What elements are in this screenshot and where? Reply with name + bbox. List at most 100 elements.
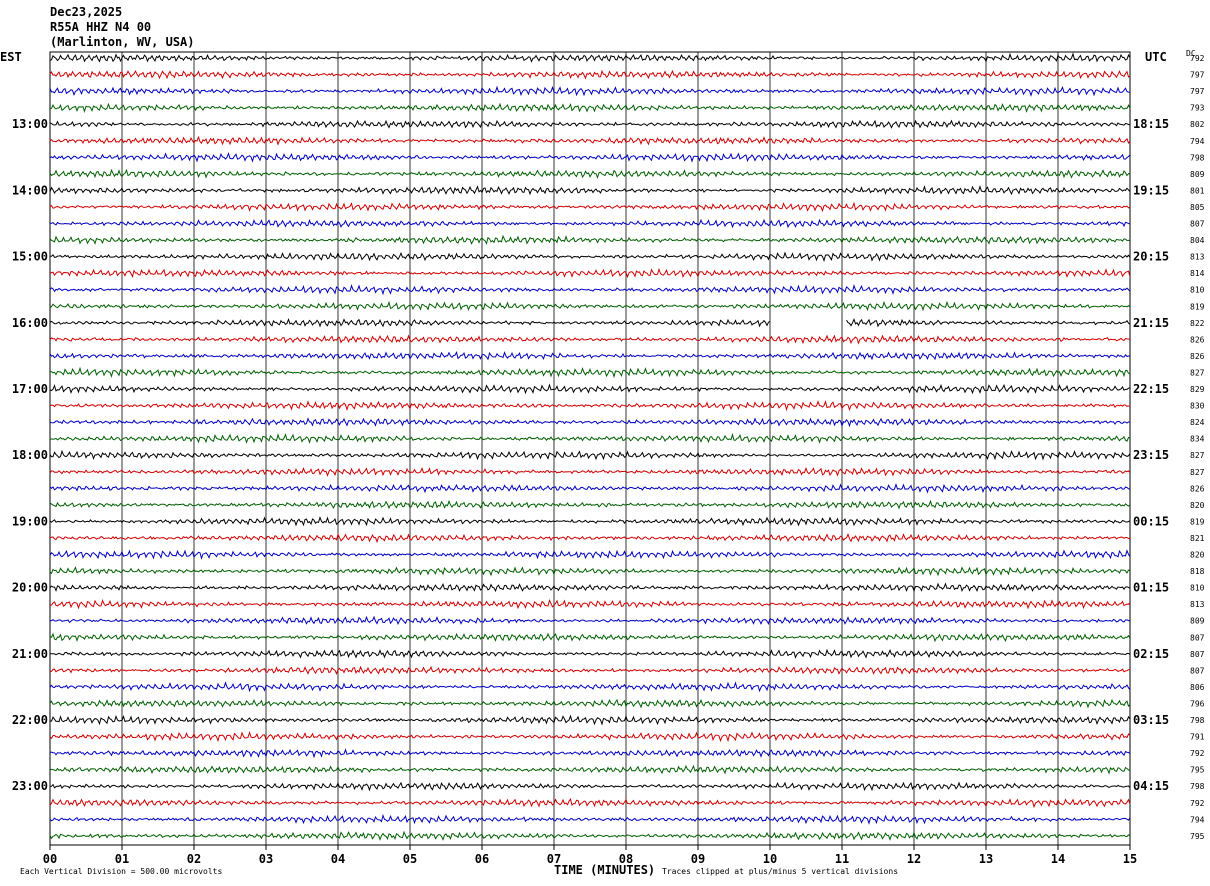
left-hour-label: 17:00 — [12, 382, 48, 396]
right-hour-label: 18:15 — [1133, 117, 1169, 131]
trace-10 — [49, 218, 1131, 229]
dc-value: 794 — [1190, 137, 1205, 146]
dc-value: 807 — [1190, 666, 1205, 675]
trace-19 — [49, 366, 1131, 379]
x-tick-label: 05 — [403, 852, 417, 866]
dc-value: 819 — [1190, 302, 1205, 311]
trace-42 — [49, 748, 1131, 759]
dc-value: 792 — [1190, 749, 1205, 758]
dc-value: 795 — [1190, 766, 1205, 775]
left-hour-label: 19:00 — [12, 514, 48, 528]
x-tick-label: 00 — [43, 852, 57, 866]
right-hour-label: 04:15 — [1133, 779, 1169, 793]
trace-31 — [49, 566, 1131, 577]
dc-value: 792 — [1190, 54, 1205, 63]
trace-26 — [49, 483, 1131, 494]
dc-value: 804 — [1190, 236, 1205, 245]
left-hour-label: 16:00 — [12, 316, 48, 330]
dc-value: 822 — [1190, 319, 1205, 328]
right-timezone-label: UTC — [1145, 50, 1167, 64]
left-hour-label: 20:00 — [12, 581, 48, 595]
trace-35 — [49, 632, 1131, 643]
dc-value: 820 — [1190, 501, 1205, 510]
dc-value: 796 — [1190, 699, 1205, 708]
dc-value: 814 — [1190, 269, 1205, 278]
dc-value: 809 — [1190, 617, 1205, 626]
header-station: R55A HHZ N4 00 — [50, 20, 152, 34]
dc-value: 827 — [1190, 368, 1205, 377]
trace-23 — [49, 432, 1131, 444]
trace-40 — [49, 714, 1131, 726]
x-tick-label: 04 — [331, 852, 345, 866]
dc-value: 810 — [1190, 584, 1205, 593]
x-tick-label: 15 — [1123, 852, 1137, 866]
trace-24 — [49, 449, 1131, 461]
header-date: Dec23,2025 — [50, 5, 123, 19]
trace-20 — [49, 383, 1131, 395]
x-tick-label: 08 — [619, 852, 633, 866]
trace-8 — [49, 185, 1131, 196]
dc-value: 807 — [1190, 633, 1205, 642]
right-hour-label: 01:15 — [1133, 581, 1169, 595]
dc-value: 829 — [1190, 385, 1205, 394]
trace-9 — [49, 201, 1131, 213]
dc-value: 798 — [1190, 716, 1205, 725]
trace-29 — [49, 532, 1131, 544]
trace-27 — [49, 499, 1131, 510]
right-hour-label: 20:15 — [1133, 250, 1169, 264]
dc-value: 827 — [1190, 451, 1205, 460]
right-hour-label: 03:15 — [1133, 713, 1169, 727]
dc-value: 797 — [1190, 87, 1205, 96]
trace-16 — [49, 318, 771, 328]
dc-value: 818 — [1190, 567, 1205, 576]
dc-value: 797 — [1190, 71, 1205, 80]
trace-11 — [49, 234, 1131, 245]
trace-21 — [49, 400, 1130, 412]
right-hour-label: 21:15 — [1133, 316, 1169, 330]
x-tick-label: 01 — [115, 852, 129, 866]
dc-value: 826 — [1190, 484, 1205, 493]
dc-value: 806 — [1190, 683, 1205, 692]
right-hour-label: 19:15 — [1133, 183, 1169, 197]
plot-frame — [49, 51, 1131, 846]
x-tick-label: 11 — [835, 852, 849, 866]
dc-value: 826 — [1190, 335, 1205, 344]
dc-value: 834 — [1190, 435, 1205, 444]
trace-6 — [49, 151, 1131, 163]
left-hour-label: 22:00 — [12, 713, 48, 727]
left-hour-label: 23:00 — [12, 779, 48, 793]
clip-note: Traces clipped at plus/minus 5 vertical … — [662, 867, 899, 876]
trace-39 — [49, 698, 1131, 709]
left-hour-label: 14:00 — [12, 183, 48, 197]
trace-1 — [49, 69, 1131, 80]
dc-value: 798 — [1190, 782, 1205, 791]
left-hour-label: 21:00 — [12, 647, 48, 661]
x-tick-label: 10 — [763, 852, 777, 866]
scale-note: Each Vertical Division = 500.00 microvol… — [20, 867, 223, 876]
dc-value: 805 — [1190, 203, 1205, 212]
dc-value: 820 — [1190, 551, 1205, 560]
trace-14 — [49, 283, 1131, 296]
x-tick-label: 07 — [547, 852, 561, 866]
trace-47 — [49, 830, 1131, 841]
trace-38 — [49, 681, 1131, 693]
left-timezone-label: EST — [0, 50, 22, 64]
trace-2 — [49, 85, 1131, 97]
dc-value: 827 — [1190, 468, 1205, 477]
right-hour-label: 23:15 — [1133, 448, 1169, 462]
trace-17 — [49, 334, 1131, 345]
trace-7 — [49, 168, 1131, 179]
dc-value: 819 — [1190, 517, 1205, 526]
trace-34 — [49, 615, 1131, 626]
trace-16 — [846, 318, 1131, 328]
dc-value: 826 — [1190, 352, 1205, 361]
x-tick-label: 14 — [1051, 852, 1065, 866]
trace-5 — [49, 135, 1131, 146]
x-tick-label: 13 — [979, 852, 993, 866]
trace-15 — [49, 300, 1131, 312]
right-hour-label: 22:15 — [1133, 382, 1169, 396]
trace-4 — [49, 119, 1131, 129]
dc-value: 798 — [1190, 153, 1205, 162]
trace-22 — [49, 417, 1131, 428]
